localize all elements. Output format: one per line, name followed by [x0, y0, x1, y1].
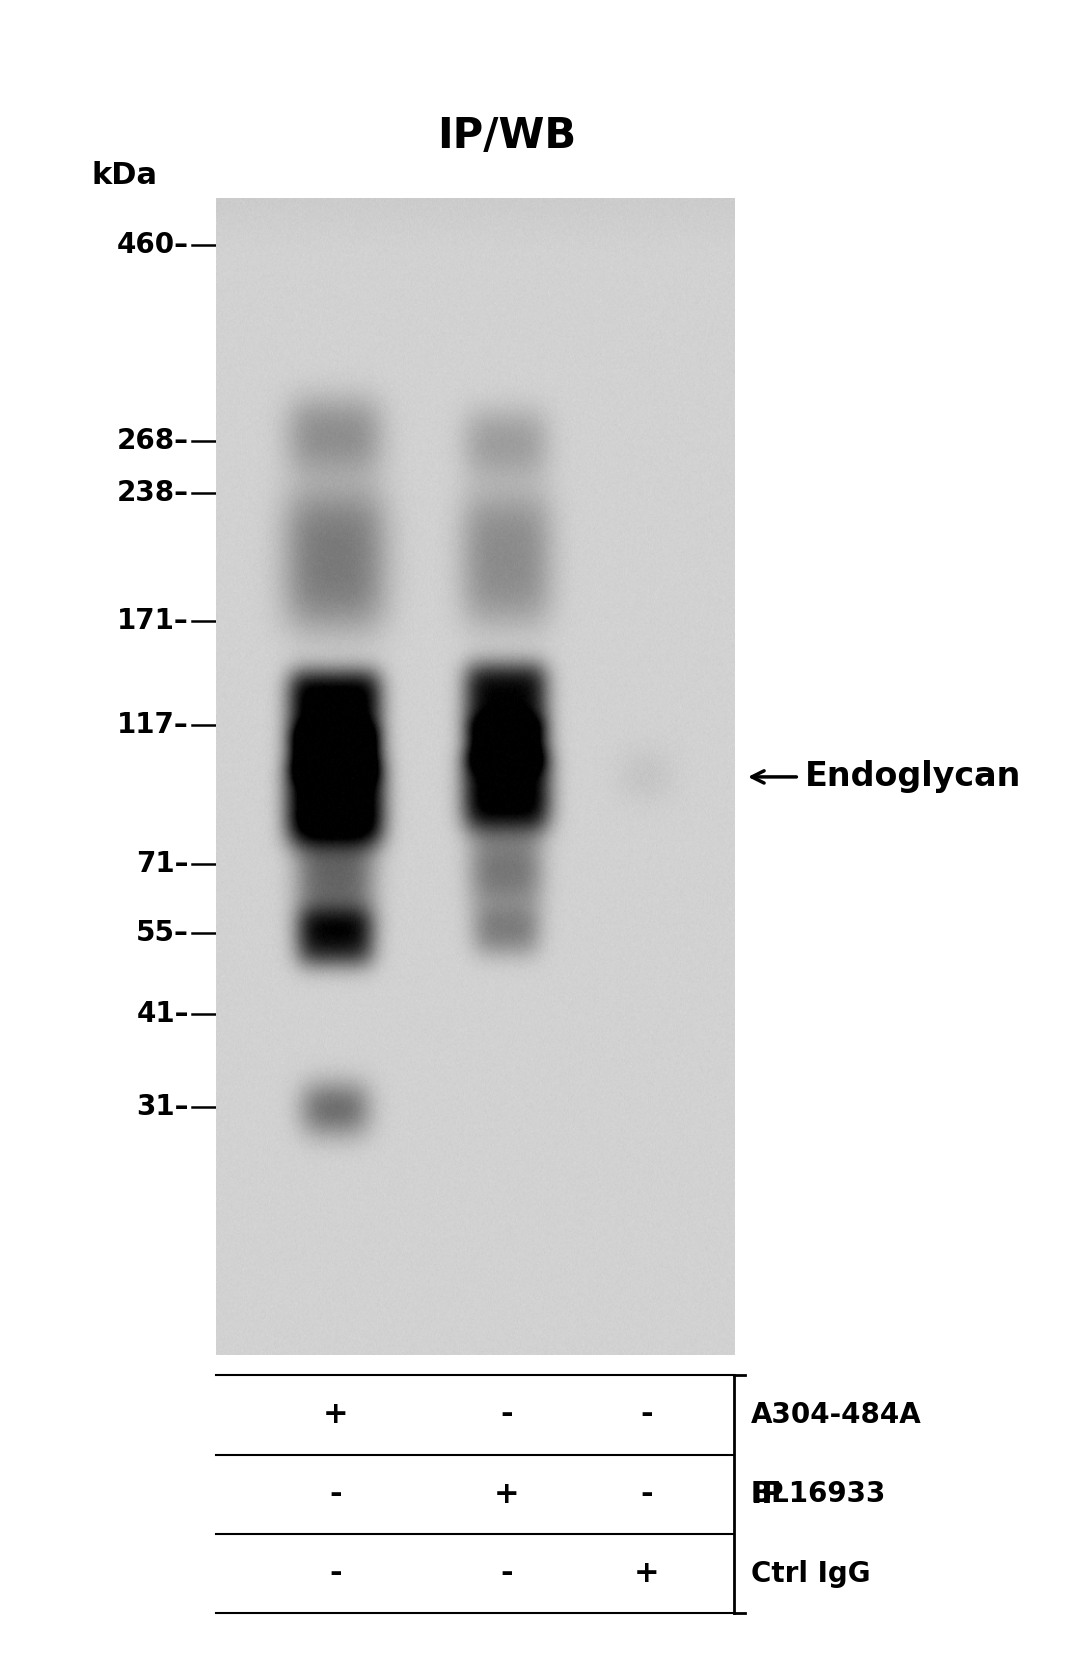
Text: -: -	[640, 1479, 652, 1509]
Text: 238–: 238–	[117, 479, 189, 507]
Text: 31–: 31–	[136, 1093, 189, 1121]
Text: -: -	[640, 1400, 652, 1430]
Text: 268–: 268–	[117, 428, 189, 455]
Text: +: +	[494, 1479, 519, 1509]
Text: +: +	[323, 1400, 348, 1430]
Text: -: -	[329, 1559, 341, 1589]
Text: -: -	[329, 1479, 341, 1509]
Text: 55–: 55–	[136, 919, 189, 947]
Text: 71–: 71–	[136, 850, 189, 878]
Text: 171–: 171–	[118, 607, 189, 635]
Text: Ctrl IgG: Ctrl IgG	[751, 1560, 870, 1587]
Text: kDa: kDa	[92, 160, 158, 190]
Text: 41–: 41–	[136, 1000, 189, 1028]
Text: BL16933: BL16933	[751, 1481, 886, 1508]
Text: -: -	[500, 1559, 513, 1589]
Text: IP/WB: IP/WB	[436, 116, 576, 157]
Text: +: +	[634, 1559, 659, 1589]
Text: Endoglycan: Endoglycan	[805, 760, 1021, 793]
Text: 460–: 460–	[117, 231, 189, 258]
Text: A304-484A: A304-484A	[751, 1402, 921, 1428]
Text: 117–: 117–	[118, 711, 189, 739]
Text: -: -	[500, 1400, 513, 1430]
Text: IP: IP	[751, 1479, 784, 1509]
